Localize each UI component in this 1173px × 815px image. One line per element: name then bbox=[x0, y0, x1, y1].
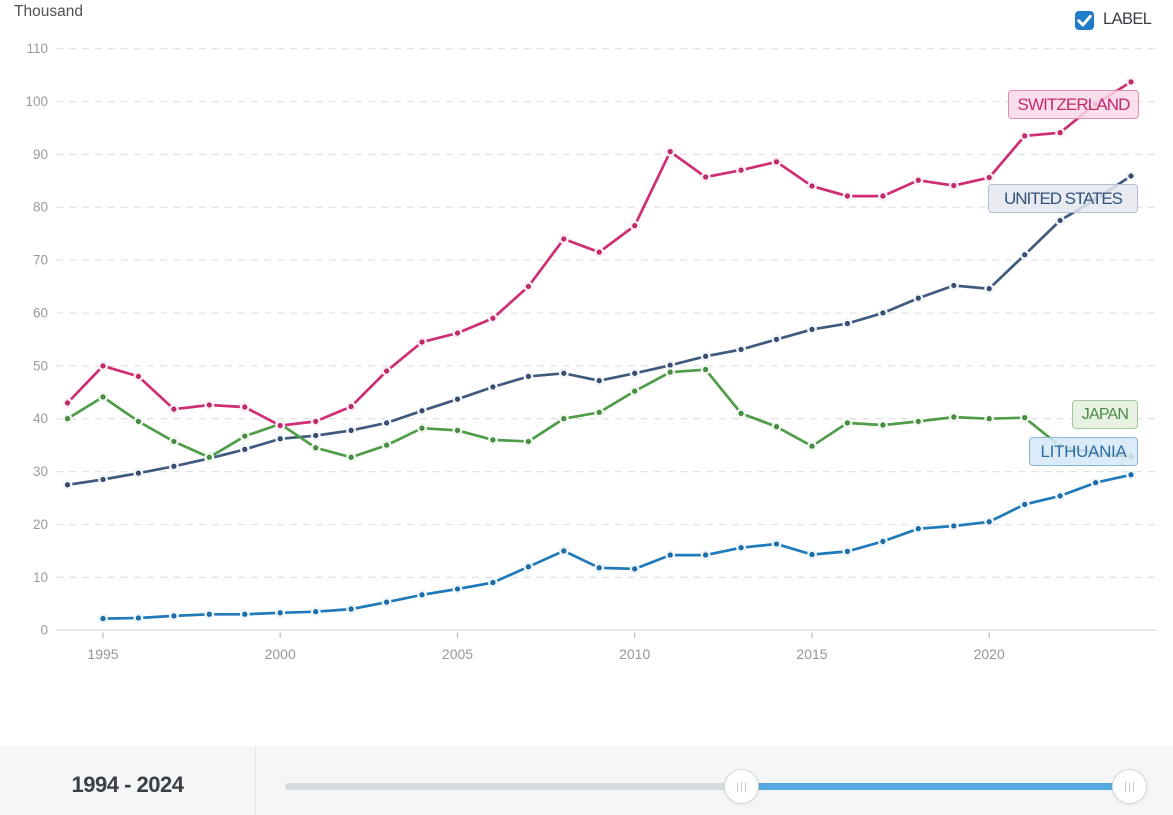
svg-text:1995: 1995 bbox=[87, 646, 118, 662]
svg-text:10: 10 bbox=[33, 570, 48, 585]
svg-text:20: 20 bbox=[33, 517, 48, 532]
svg-text:110: 110 bbox=[26, 41, 48, 56]
svg-text:70: 70 bbox=[33, 253, 48, 268]
svg-text:100: 100 bbox=[25, 94, 48, 109]
svg-text:90: 90 bbox=[33, 147, 48, 162]
svg-text:80: 80 bbox=[33, 200, 48, 215]
svg-text:30: 30 bbox=[33, 464, 48, 479]
svg-text:60: 60 bbox=[33, 306, 48, 321]
svg-text:0: 0 bbox=[40, 623, 48, 638]
svg-text:2020: 2020 bbox=[974, 646, 1005, 662]
svg-text:2015: 2015 bbox=[796, 646, 827, 662]
svg-text:2010: 2010 bbox=[619, 646, 650, 662]
svg-text:50: 50 bbox=[33, 358, 48, 373]
svg-text:40: 40 bbox=[33, 411, 48, 426]
svg-text:2005: 2005 bbox=[442, 646, 473, 662]
svg-text:2000: 2000 bbox=[265, 646, 296, 662]
